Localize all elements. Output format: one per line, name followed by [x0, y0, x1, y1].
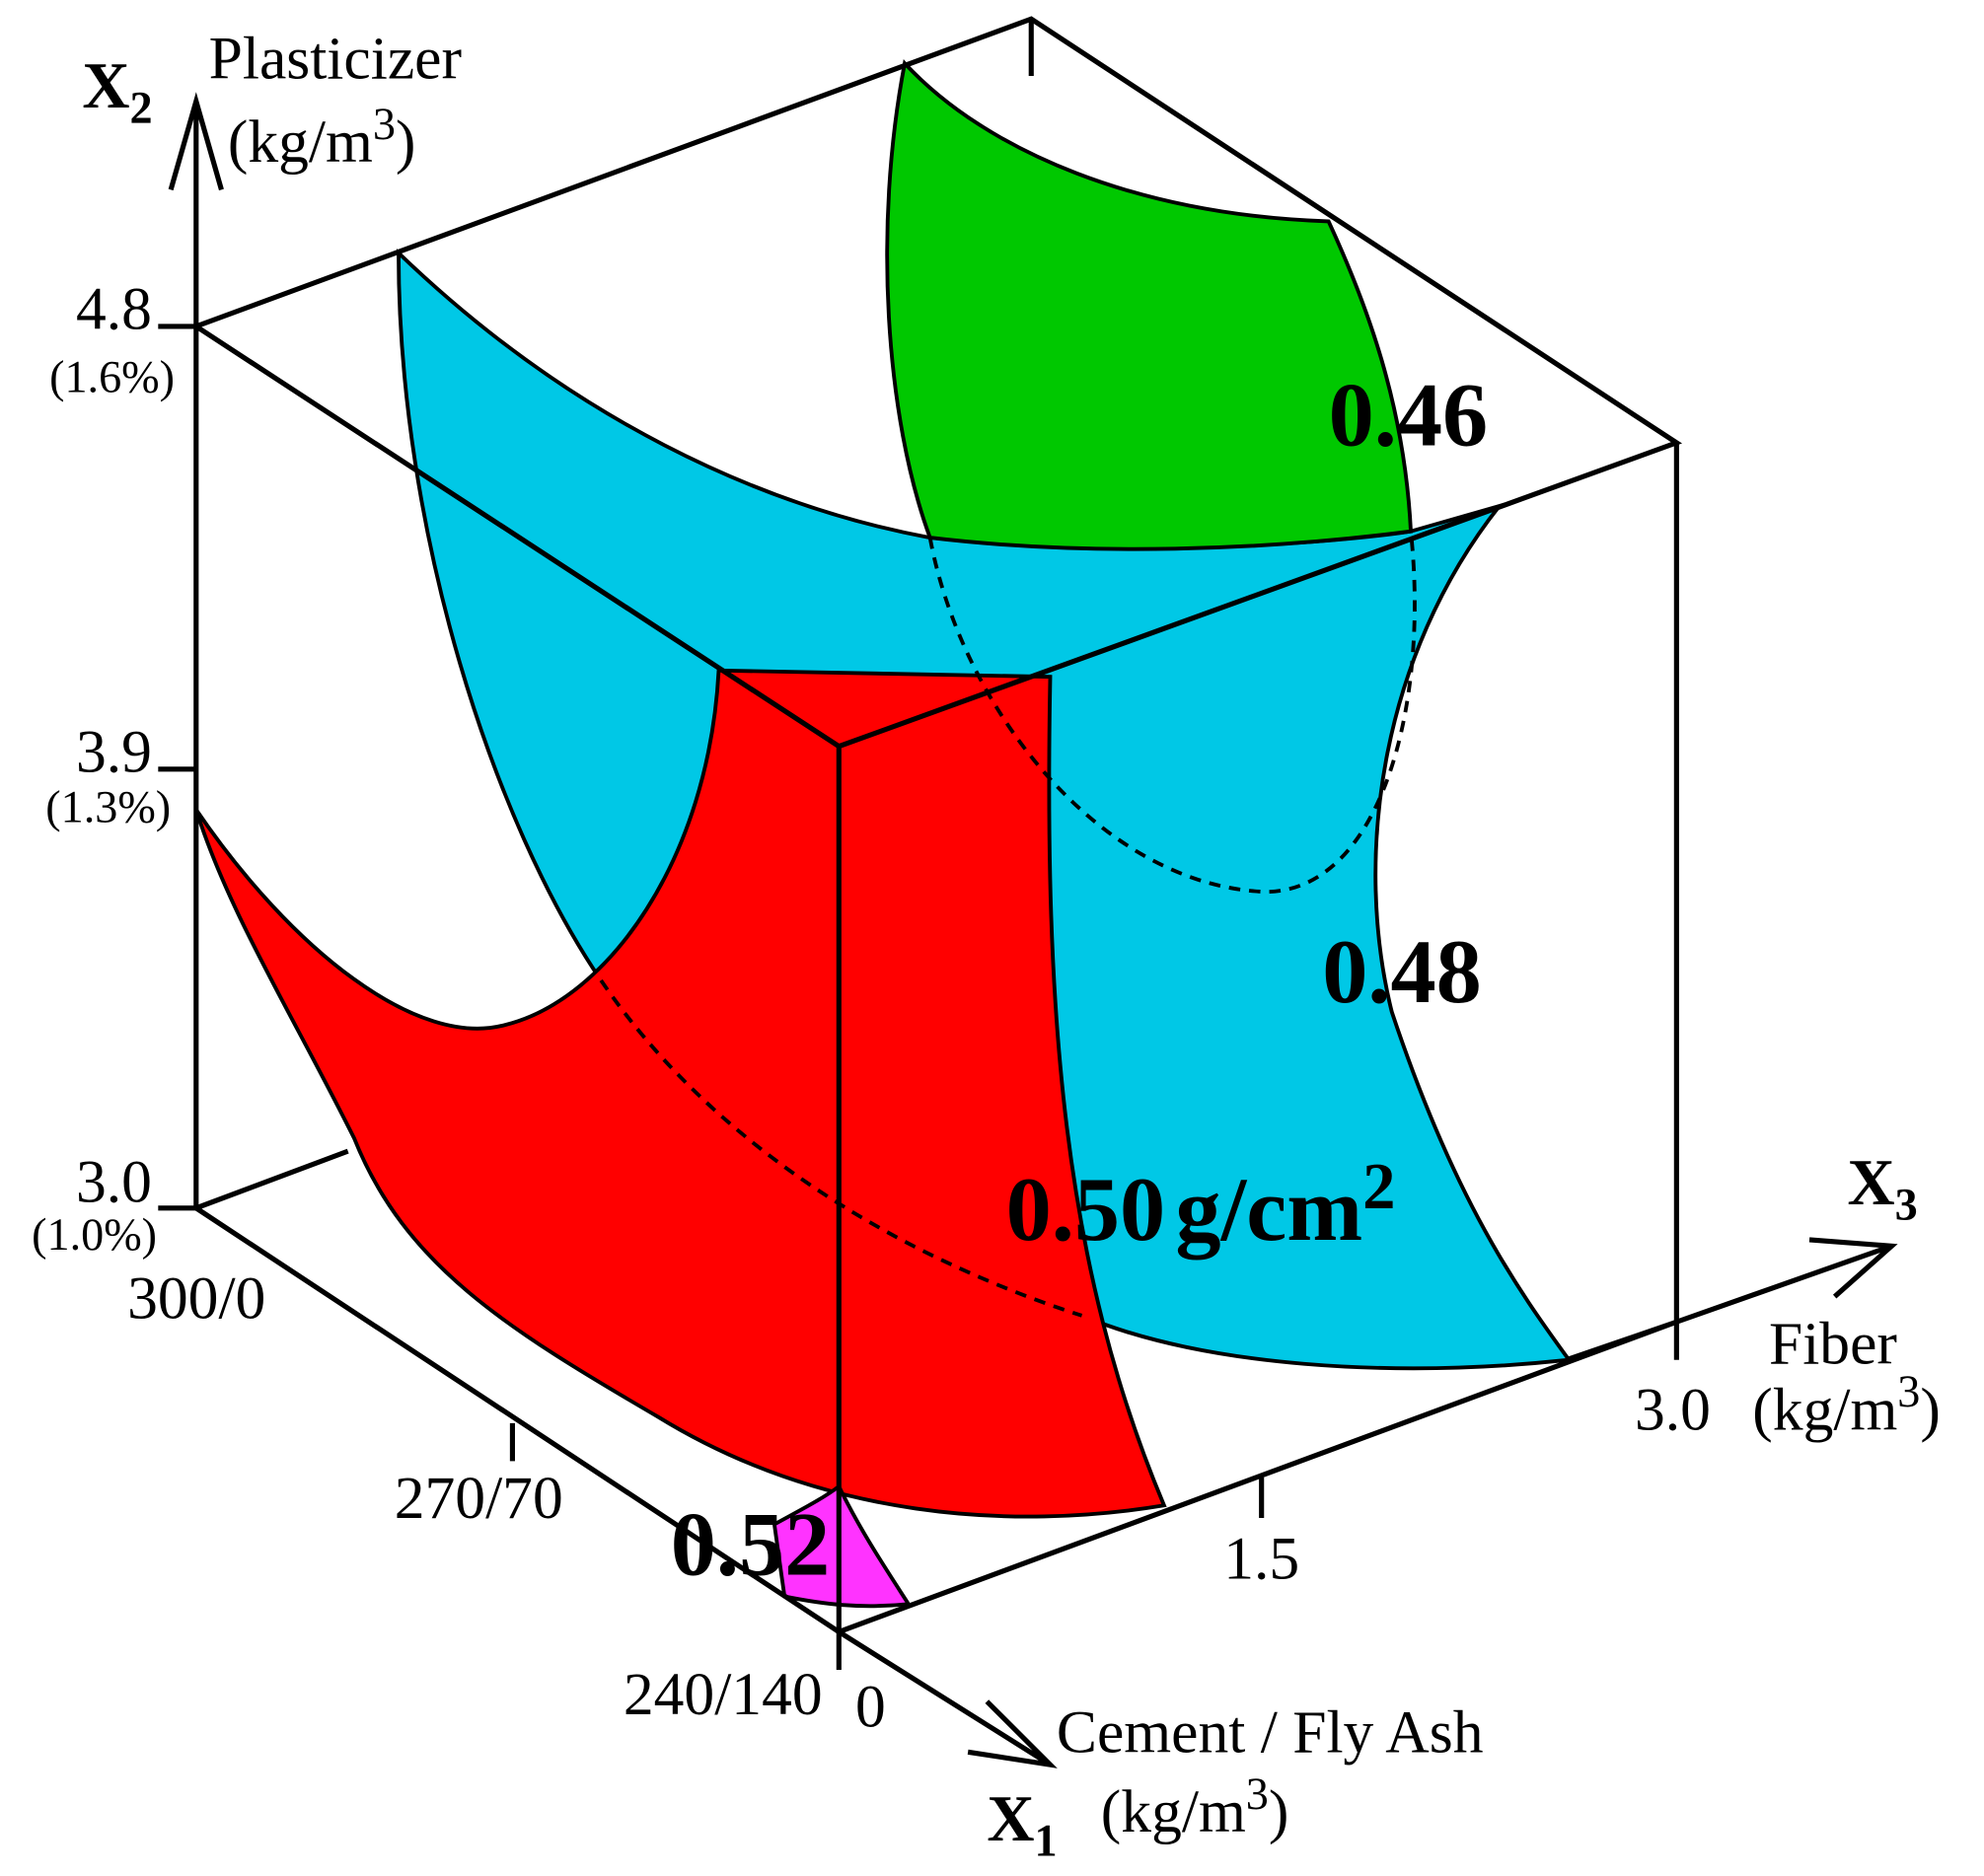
- x3-arrow: [1675, 1237, 1898, 1325]
- surface-label: 0.52: [671, 1494, 831, 1595]
- axis-symbol: X3: [1847, 1147, 1917, 1229]
- axis-name: Plasticizer: [209, 26, 462, 93]
- unit-sup: 3: [1897, 1366, 1920, 1416]
- unit-sup: 3: [1246, 1768, 1269, 1819]
- surface-050: [193, 668, 1167, 1519]
- tick-label: 270/70: [395, 1465, 563, 1532]
- axis-unit: (kg/m3): [1752, 1366, 1941, 1443]
- unit: ): [396, 108, 416, 176]
- tick-label: 240/140: [624, 1661, 823, 1728]
- tick-label: 4.8: [76, 275, 152, 342]
- tick-label: 3.0: [1635, 1376, 1711, 1443]
- cube: [158, 16, 1898, 1768]
- cube-vertical: [836, 19, 1679, 1632]
- surface-label: 0.50 g/cm2: [1006, 1151, 1396, 1260]
- unit-sup: 3: [373, 99, 396, 149]
- hidden-contour: [599, 978, 1083, 1318]
- surface-label: 0.46: [1329, 364, 1489, 465]
- axis-unit: (kg/m3): [1101, 1768, 1289, 1845]
- axis-name: Fiber: [1769, 1311, 1897, 1378]
- unit: (kg/m: [1101, 1778, 1246, 1845]
- axis-symbol-letter: X: [82, 50, 129, 122]
- axis-subscript: 1: [1035, 1815, 1058, 1865]
- tick-label: 3.0: [76, 1148, 152, 1215]
- axis-subscript: 3: [1895, 1179, 1918, 1229]
- axis-name: Cement / Fly Ash: [1057, 1698, 1484, 1766]
- axis-symbol: X2: [82, 50, 152, 132]
- surface-046: [885, 59, 1414, 551]
- tick-label: (1.6%): [49, 352, 175, 402]
- tick-label: 3.9: [76, 718, 152, 785]
- unit: (kg/m: [1752, 1376, 1897, 1443]
- axis-symbol-letter: X: [1847, 1147, 1894, 1219]
- tick-label: (1.0%): [32, 1209, 157, 1260]
- axis-symbol: X1: [987, 1783, 1057, 1865]
- tick-label: 300/0: [127, 1264, 265, 1332]
- surface-unit-sup: 2: [1362, 1151, 1395, 1223]
- surface-label: 0.48: [1322, 921, 1482, 1022]
- axis-unit: (kg/m3): [228, 99, 416, 176]
- axis-symbol-letter: X: [987, 1783, 1034, 1855]
- unit: ): [1269, 1778, 1289, 1845]
- tick-label: 0: [855, 1674, 886, 1741]
- tick-label: (1.3%): [45, 782, 171, 832]
- unit: (kg/m: [228, 108, 373, 176]
- surface-value: 0.50: [1006, 1159, 1166, 1260]
- tick-marks: [158, 324, 1679, 1670]
- x2-arrow: [168, 92, 224, 1208]
- unit: ): [1920, 1376, 1941, 1443]
- surface-unit: g/cm: [1175, 1159, 1362, 1260]
- tick-label: 1.5: [1223, 1526, 1299, 1593]
- x1-arrow: [837, 1629, 1058, 1768]
- axis-subscript: 2: [130, 82, 153, 132]
